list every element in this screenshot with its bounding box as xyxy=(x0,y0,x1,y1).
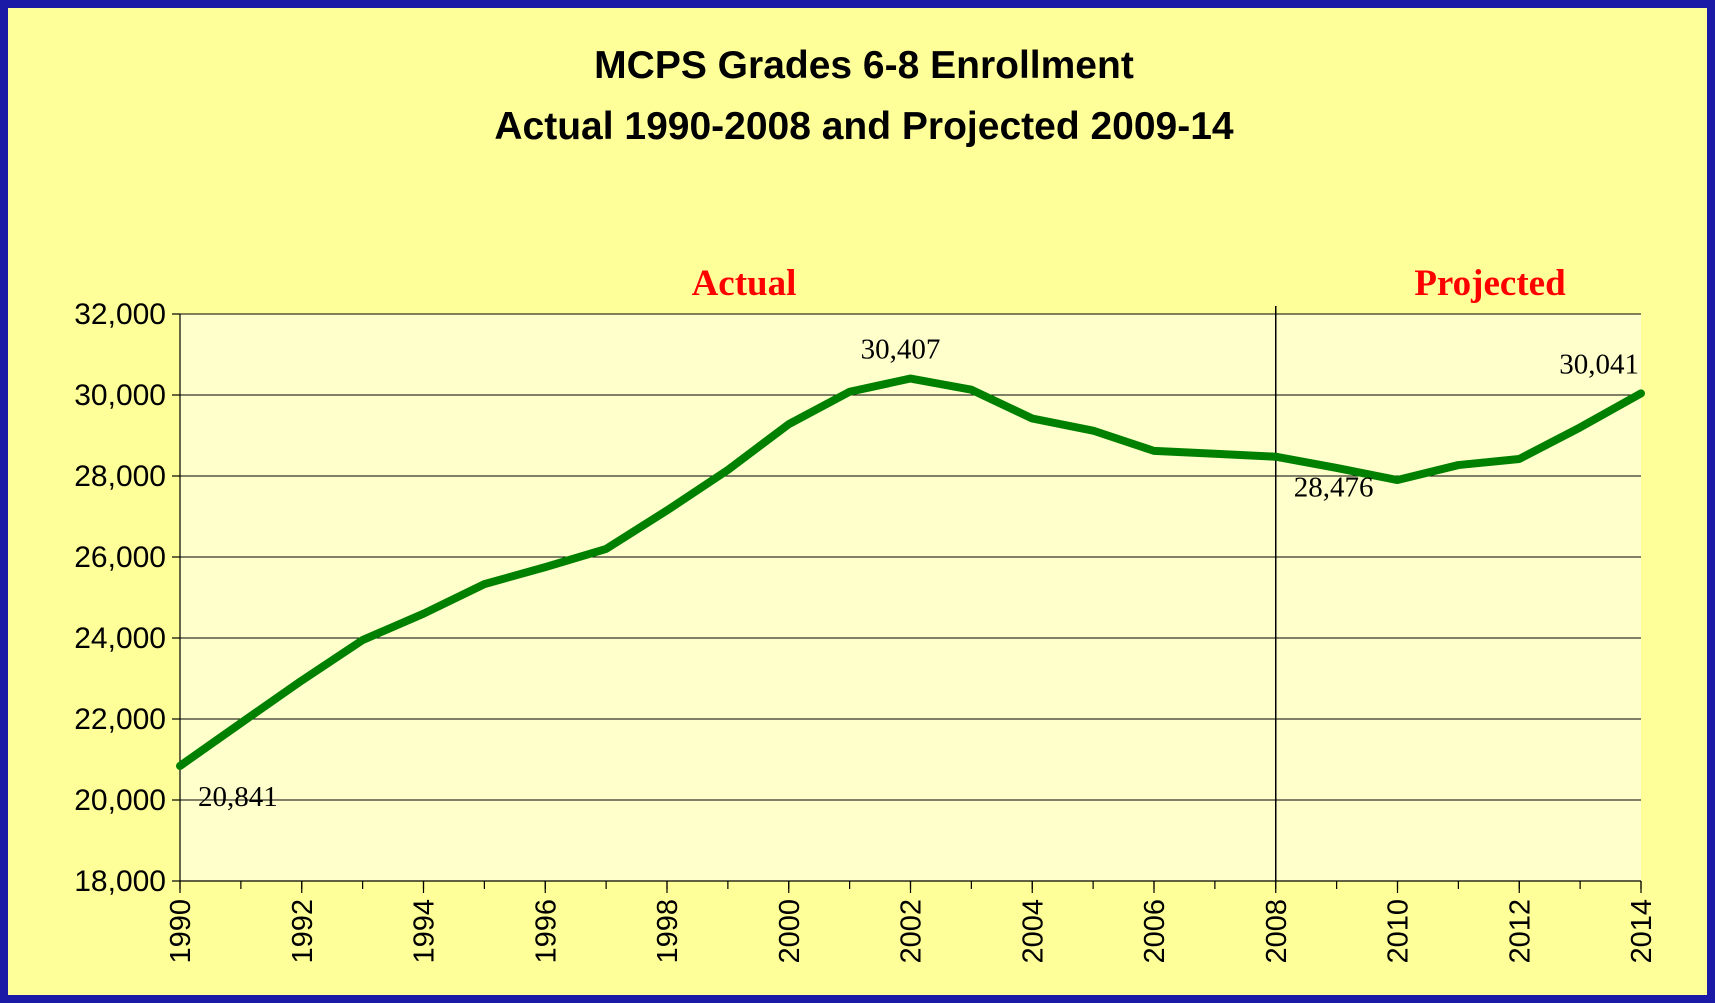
x-tick-label: 2014 xyxy=(1626,899,1658,964)
chart-subtitle: Actual 1990-2008 and Projected 2009-14 xyxy=(494,105,1234,148)
y-tick-label: 32,000 xyxy=(74,298,166,331)
y-tick-label: 26,000 xyxy=(74,541,166,574)
x-tick-label: 1992 xyxy=(287,899,319,964)
annotation: Projected xyxy=(1414,263,1566,304)
x-tick-label: 2000 xyxy=(774,899,806,964)
data-label: 30,407 xyxy=(861,334,941,366)
x-tick-label: 1994 xyxy=(409,899,441,964)
y-tick-label: 22,000 xyxy=(74,703,166,736)
line xyxy=(176,374,1645,770)
x-tick-label: 2004 xyxy=(1017,899,1049,964)
y-tick-label: 30,000 xyxy=(74,379,166,412)
y-tick-label: 28,000 xyxy=(74,460,166,493)
x-tick-label: 2006 xyxy=(1139,899,1171,964)
x-tick-label: 2010 xyxy=(1383,899,1415,964)
x-tick-label: 2002 xyxy=(896,899,928,964)
data-label: 30,041 xyxy=(1559,348,1639,380)
plot-area xyxy=(180,314,1641,881)
x-tick-label: 1990 xyxy=(165,899,197,964)
x-tick-label: 2012 xyxy=(1504,899,1536,964)
y-tick-label: 20,000 xyxy=(74,784,166,817)
chart-title: MCPS Grades 6-8 Enrollment xyxy=(594,44,1134,87)
annotation: Actual xyxy=(692,263,797,304)
x-tick-label: 1998 xyxy=(652,899,684,964)
data-label: 20,841 xyxy=(198,781,278,813)
data-label: 28,476 xyxy=(1294,472,1374,504)
y-tick-label: 24,000 xyxy=(74,622,166,655)
x-tick-label: 1996 xyxy=(530,899,562,964)
x-tick-label: 2008 xyxy=(1261,899,1293,964)
y-tick-label: 18,000 xyxy=(74,865,166,898)
